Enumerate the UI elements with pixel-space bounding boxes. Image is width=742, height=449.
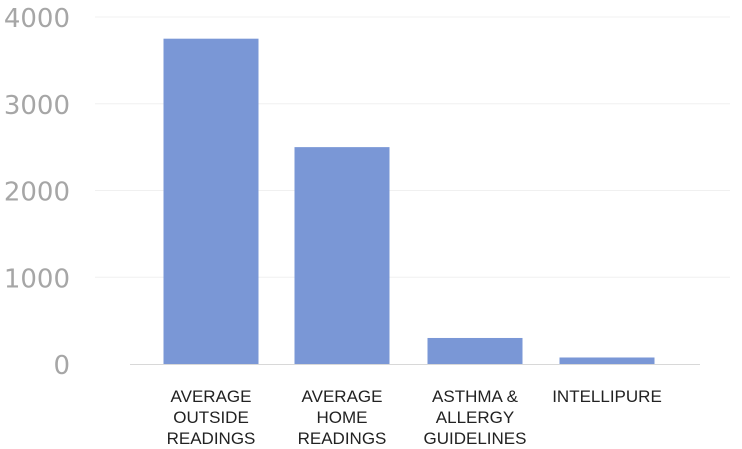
x-tick-label: ALLERGY (436, 408, 514, 427)
x-tick-label: OUTSIDE (173, 408, 249, 427)
x-tick-label: READINGS (298, 429, 387, 448)
y-tick-label: 3000 (4, 91, 70, 121)
bar (163, 38, 259, 364)
bar (559, 357, 655, 364)
x-tick-label: AVERAGE (171, 387, 252, 406)
y-tick-label: 2000 (4, 178, 70, 208)
bar (294, 147, 390, 364)
x-tick-label: HOME (317, 408, 368, 427)
x-tick-label: READINGS (167, 429, 256, 448)
y-tick-label: 4000 (4, 4, 70, 34)
y-tick-label: 1000 (4, 264, 70, 294)
x-tick-label: INTELLIPURE (552, 387, 662, 406)
x-tick-label: GUIDELINES (424, 429, 527, 448)
bar (427, 337, 523, 364)
x-axis: AVERAGE OUTSIDE READINGS AVERAGE HOME READING… (130, 364, 700, 448)
y-axis: 0 1000 2000 3000 4000 (4, 4, 70, 381)
x-tick-label: AVERAGE (302, 387, 383, 406)
x-tick-label: ASTHMA & (432, 387, 519, 406)
y-tick-label: 0 (53, 351, 70, 381)
bars-layer (163, 38, 655, 364)
